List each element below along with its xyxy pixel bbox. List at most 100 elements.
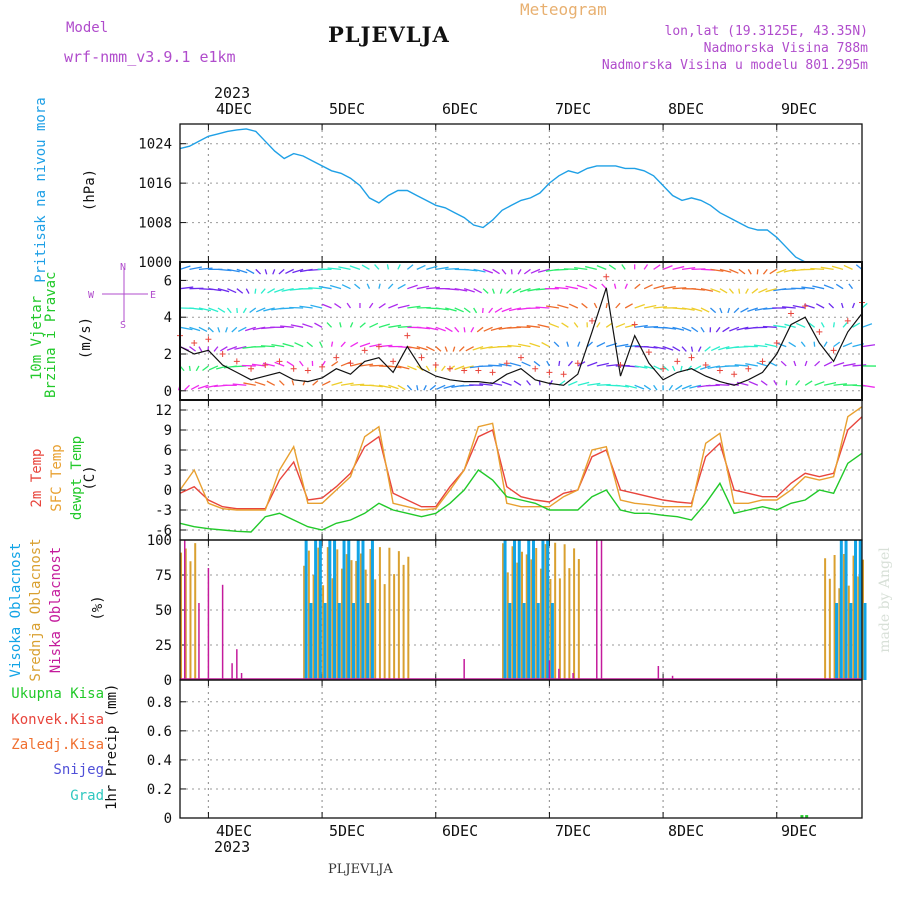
wind-barb	[852, 322, 861, 328]
wind-barb	[231, 326, 238, 333]
wind-barb	[804, 380, 813, 386]
wind-barb	[271, 343, 285, 348]
wind-barb	[823, 381, 837, 386]
wind-barb	[208, 288, 222, 292]
y-tick-label: 25	[155, 638, 172, 654]
wind-barb	[808, 322, 816, 328]
wind-barb	[426, 265, 438, 270]
wind-barb	[350, 341, 359, 348]
wind-gust-marker	[745, 365, 752, 372]
wind-barb	[644, 345, 658, 349]
wind-barb	[407, 284, 418, 290]
wind-barb	[366, 283, 371, 289]
wind-barb	[526, 325, 541, 328]
y-tick-label: 1016	[138, 176, 172, 192]
y-tick-label: 50	[155, 603, 172, 619]
wind-gust-marker	[546, 369, 553, 376]
wind-barb	[796, 322, 806, 328]
wind-barb	[350, 362, 363, 367]
wind-barb	[529, 342, 541, 348]
wind-barb	[756, 362, 768, 367]
wind-barb	[243, 382, 256, 386]
top-day-label: 8DEC	[668, 100, 705, 118]
wind-barb	[566, 341, 569, 347]
pressure-line	[179, 128, 806, 263]
wind-gust-marker	[375, 343, 382, 350]
wind-barb	[848, 283, 854, 290]
wind-barb	[242, 307, 247, 314]
wind-barb	[644, 304, 657, 309]
wind-barb	[338, 266, 351, 270]
meteogram-title: Meteogram	[520, 0, 607, 19]
wind-barb	[369, 343, 382, 348]
wind-barb	[198, 307, 211, 312]
wind-gust-marker	[631, 321, 638, 328]
wind-barb	[722, 326, 730, 333]
wind-barb	[738, 288, 741, 294]
wind-gust-marker	[446, 365, 453, 372]
top-day-label: 5DEC	[329, 100, 366, 118]
wind-barb	[671, 365, 676, 372]
wind-barb	[710, 268, 724, 272]
wind-barb	[792, 305, 806, 309]
bottom-day-label: 6DEC	[442, 822, 479, 840]
wind-barb	[697, 346, 702, 352]
wind-barb	[727, 307, 731, 314]
wind-barb	[587, 382, 601, 386]
wind-gust-marker	[390, 358, 397, 365]
y-tick-label: -6	[155, 523, 172, 539]
wind-barb	[299, 305, 313, 309]
wind-barb	[588, 283, 598, 290]
wind-barb	[198, 267, 213, 271]
wind-barb	[374, 264, 380, 270]
wind-barb	[842, 363, 856, 367]
wind-barb	[340, 341, 346, 348]
wind-gust-marker	[233, 358, 240, 365]
wind-barb	[285, 268, 294, 274]
wind-barb	[509, 362, 522, 367]
bottom-day-label: 5DEC	[329, 822, 366, 840]
wind-barb	[217, 327, 221, 333]
wind-barb	[249, 307, 257, 314]
wind-barb	[447, 365, 456, 371]
wind-barb	[596, 383, 611, 386]
wind-barb	[843, 264, 853, 270]
wind-barb	[234, 346, 247, 350]
wind-barb	[738, 268, 746, 275]
wind-barb	[378, 283, 381, 289]
wind-barb	[729, 326, 740, 332]
wind-barb	[653, 365, 663, 371]
wind-barb	[523, 268, 531, 275]
wind-barb	[291, 380, 295, 386]
wind-barb	[359, 363, 374, 367]
wind-barb	[814, 381, 825, 386]
wind-barb	[753, 344, 768, 348]
wind-barb	[281, 288, 294, 292]
wind-barb	[823, 284, 834, 290]
wind-barb	[492, 268, 500, 275]
wind-barb	[788, 341, 797, 348]
wind-gust-marker	[191, 339, 198, 346]
wind-barb	[711, 346, 721, 352]
wind-barb	[517, 269, 522, 275]
wind-gust-marker	[574, 360, 581, 367]
wind-barb	[292, 268, 304, 274]
bottom-day-label: 8DEC	[668, 822, 705, 840]
wind-barb	[718, 346, 730, 351]
y-tick-label: 75	[155, 568, 172, 584]
wind-barb	[621, 264, 626, 270]
wind-barb	[691, 288, 705, 291]
wind-barb	[190, 384, 200, 390]
precip-legend-conv: Konvek.Kisa	[11, 712, 104, 728]
wind-barb	[596, 322, 601, 328]
wind-gust-marker	[361, 347, 368, 354]
wind-barb	[236, 268, 248, 274]
wind-barb	[454, 307, 464, 313]
wind-barb	[681, 326, 692, 332]
wind-barb	[553, 341, 560, 348]
wind-barb	[643, 384, 652, 391]
wind-barb	[350, 383, 365, 386]
wind-barb	[488, 307, 494, 314]
wind-barb	[441, 365, 446, 372]
